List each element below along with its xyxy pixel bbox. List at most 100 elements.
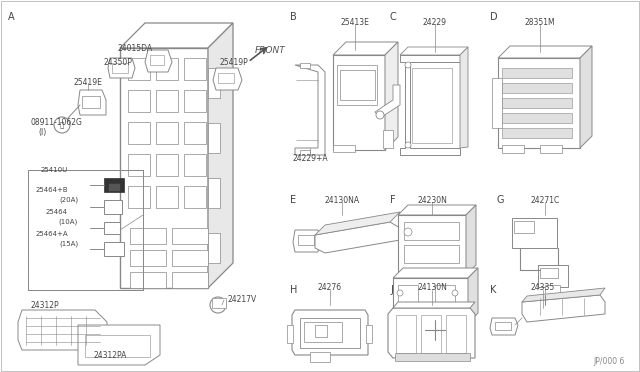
Text: 24015DA: 24015DA bbox=[117, 44, 152, 52]
Text: 25419P: 25419P bbox=[220, 58, 248, 67]
Bar bbox=[398, 215, 466, 275]
Text: 24130NA: 24130NA bbox=[324, 196, 360, 205]
Bar bbox=[104, 200, 122, 214]
Bar bbox=[184, 122, 206, 144]
Bar bbox=[130, 228, 166, 244]
Bar bbox=[446, 315, 466, 353]
Bar bbox=[502, 98, 572, 108]
Polygon shape bbox=[145, 50, 172, 72]
Bar bbox=[172, 272, 208, 288]
Bar bbox=[404, 222, 459, 240]
Text: F: F bbox=[390, 195, 396, 205]
Text: 24230N: 24230N bbox=[417, 196, 447, 205]
Bar bbox=[130, 272, 166, 288]
Circle shape bbox=[452, 290, 458, 296]
Bar bbox=[108, 183, 120, 191]
Bar bbox=[304, 322, 342, 342]
Bar bbox=[82, 96, 100, 108]
Bar bbox=[156, 122, 178, 144]
Polygon shape bbox=[78, 325, 160, 365]
Bar bbox=[340, 70, 375, 100]
Text: FRONT: FRONT bbox=[255, 45, 285, 55]
Circle shape bbox=[405, 142, 411, 148]
Polygon shape bbox=[18, 310, 107, 350]
Text: 24229+A: 24229+A bbox=[292, 154, 328, 163]
Text: G: G bbox=[497, 195, 504, 205]
Bar bbox=[398, 285, 418, 310]
Bar bbox=[128, 90, 150, 112]
Text: (I): (I) bbox=[38, 128, 46, 137]
Bar bbox=[104, 242, 124, 256]
Circle shape bbox=[404, 228, 412, 236]
Polygon shape bbox=[522, 288, 605, 302]
Bar bbox=[128, 186, 150, 208]
Bar bbox=[130, 250, 166, 266]
Bar bbox=[184, 154, 206, 176]
Polygon shape bbox=[315, 212, 400, 235]
Circle shape bbox=[210, 297, 226, 313]
Bar bbox=[337, 65, 377, 105]
Text: JP/000 6: JP/000 6 bbox=[594, 357, 625, 366]
Bar bbox=[212, 298, 226, 308]
Bar bbox=[218, 73, 234, 83]
Polygon shape bbox=[580, 46, 592, 148]
Polygon shape bbox=[293, 230, 320, 252]
Text: 24312PA: 24312PA bbox=[93, 350, 127, 359]
Circle shape bbox=[54, 117, 70, 133]
Polygon shape bbox=[388, 308, 475, 358]
Text: H: H bbox=[290, 285, 298, 295]
Bar bbox=[208, 178, 220, 208]
Polygon shape bbox=[393, 302, 475, 308]
Bar bbox=[300, 150, 310, 155]
Polygon shape bbox=[393, 268, 478, 278]
Bar bbox=[540, 268, 558, 278]
Bar bbox=[538, 265, 568, 287]
Bar bbox=[502, 83, 572, 93]
Text: 24130N: 24130N bbox=[417, 283, 447, 292]
Text: 25464+B: 25464+B bbox=[35, 187, 68, 193]
Bar bbox=[128, 154, 150, 176]
Bar bbox=[172, 228, 208, 244]
Text: 24217V: 24217V bbox=[228, 295, 257, 305]
Bar bbox=[156, 90, 178, 112]
Text: 25413E: 25413E bbox=[340, 17, 369, 26]
Text: (20A): (20A) bbox=[59, 197, 78, 203]
Text: 24271C: 24271C bbox=[531, 196, 559, 205]
Polygon shape bbox=[460, 47, 468, 148]
Bar bbox=[156, 186, 178, 208]
Polygon shape bbox=[400, 55, 460, 155]
Text: 25464: 25464 bbox=[46, 209, 68, 215]
Bar bbox=[498, 58, 580, 148]
Bar bbox=[412, 68, 452, 143]
Text: 24350P: 24350P bbox=[104, 58, 132, 67]
Polygon shape bbox=[292, 310, 368, 355]
Bar bbox=[502, 128, 572, 138]
Bar bbox=[104, 222, 120, 234]
Bar bbox=[540, 305, 560, 313]
Bar bbox=[156, 58, 178, 80]
Text: K: K bbox=[490, 285, 497, 295]
Bar bbox=[287, 325, 293, 343]
Text: 24229: 24229 bbox=[423, 17, 447, 26]
Polygon shape bbox=[490, 318, 518, 335]
Bar bbox=[315, 325, 327, 337]
Bar bbox=[383, 130, 393, 148]
Text: D: D bbox=[490, 12, 498, 22]
Text: J: J bbox=[390, 285, 393, 295]
Bar bbox=[495, 322, 511, 330]
Bar bbox=[208, 123, 220, 153]
Bar bbox=[300, 318, 360, 348]
Bar bbox=[112, 63, 128, 73]
Polygon shape bbox=[468, 268, 478, 323]
Bar bbox=[310, 352, 330, 362]
Polygon shape bbox=[108, 58, 135, 78]
Circle shape bbox=[376, 111, 384, 119]
Text: Ⓝ: Ⓝ bbox=[60, 122, 64, 128]
Bar bbox=[184, 186, 206, 208]
Bar bbox=[404, 245, 459, 263]
Bar bbox=[435, 285, 455, 310]
Bar bbox=[156, 154, 178, 176]
Bar bbox=[421, 315, 441, 353]
Polygon shape bbox=[78, 90, 106, 115]
Bar bbox=[172, 250, 208, 266]
